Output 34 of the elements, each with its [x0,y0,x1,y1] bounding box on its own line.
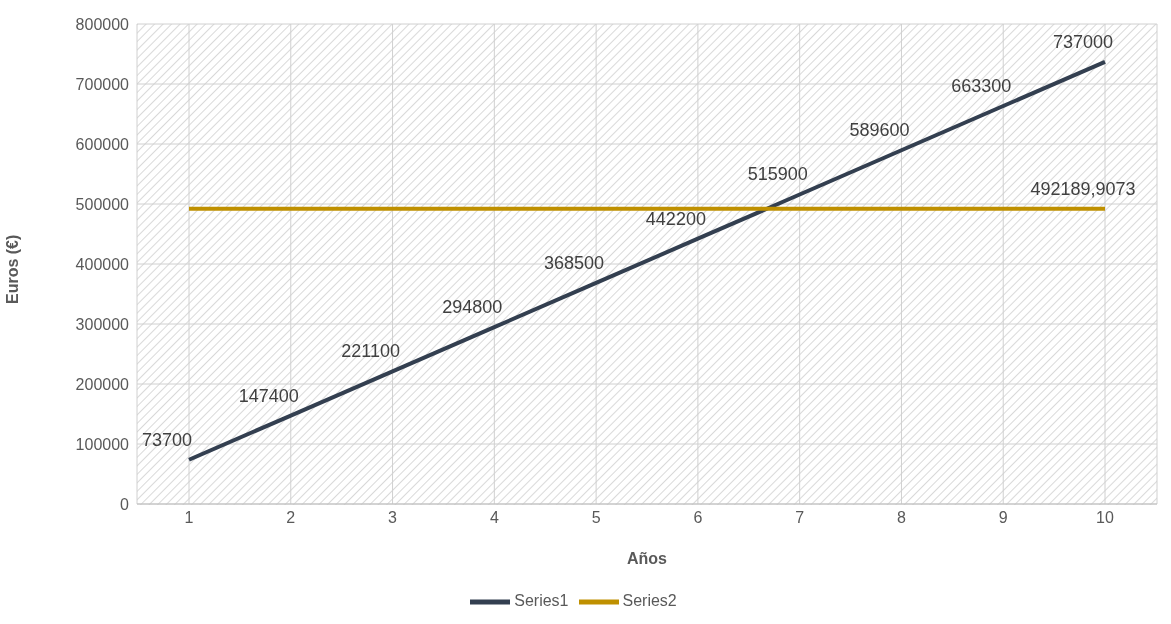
data-label: 589600 [849,120,910,141]
x-tick-label: 6 [693,509,703,527]
data-label: 221100 [341,341,400,362]
legend-label: Series1 [514,592,569,610]
data-label: 492189,9073 [1030,178,1136,199]
y-tick-label: 100000 [75,435,130,453]
y-tick-label: 500000 [75,195,130,213]
x-tick-label: 7 [795,509,805,527]
y-axis-title: Euros (€) [3,234,21,304]
x-axis-title: Años [627,550,668,567]
y-tick-label: 200000 [75,375,130,393]
x-tick-label: 3 [388,509,398,527]
data-label: 73700 [141,429,193,450]
x-tick-label: 1 [184,509,194,527]
data-label: 147400 [238,385,299,406]
y-tick-label: 600000 [75,135,130,153]
y-tick-label: 700000 [75,75,130,93]
legend-label: Series2 [622,592,677,610]
data-label: 442200 [645,208,706,229]
y-tick-label: 0 [120,495,130,513]
data-label: 294800 [442,297,503,318]
data-label: 368500 [544,252,605,273]
data-label: 515900 [747,164,808,185]
x-tick-label: 8 [896,509,906,527]
data-label: 663300 [951,76,1012,97]
y-tick-label: 300000 [75,315,130,333]
x-tick-label: 10 [1096,509,1114,527]
x-tick-label: 9 [998,509,1008,527]
data-label: 737000 [1052,31,1114,52]
y-tick-label: 400000 [75,255,130,273]
y-tick-label: 800000 [75,15,130,33]
x-tick-label: 2 [286,509,296,527]
x-tick-label: 4 [489,509,499,527]
x-tick-label: 5 [591,509,601,527]
